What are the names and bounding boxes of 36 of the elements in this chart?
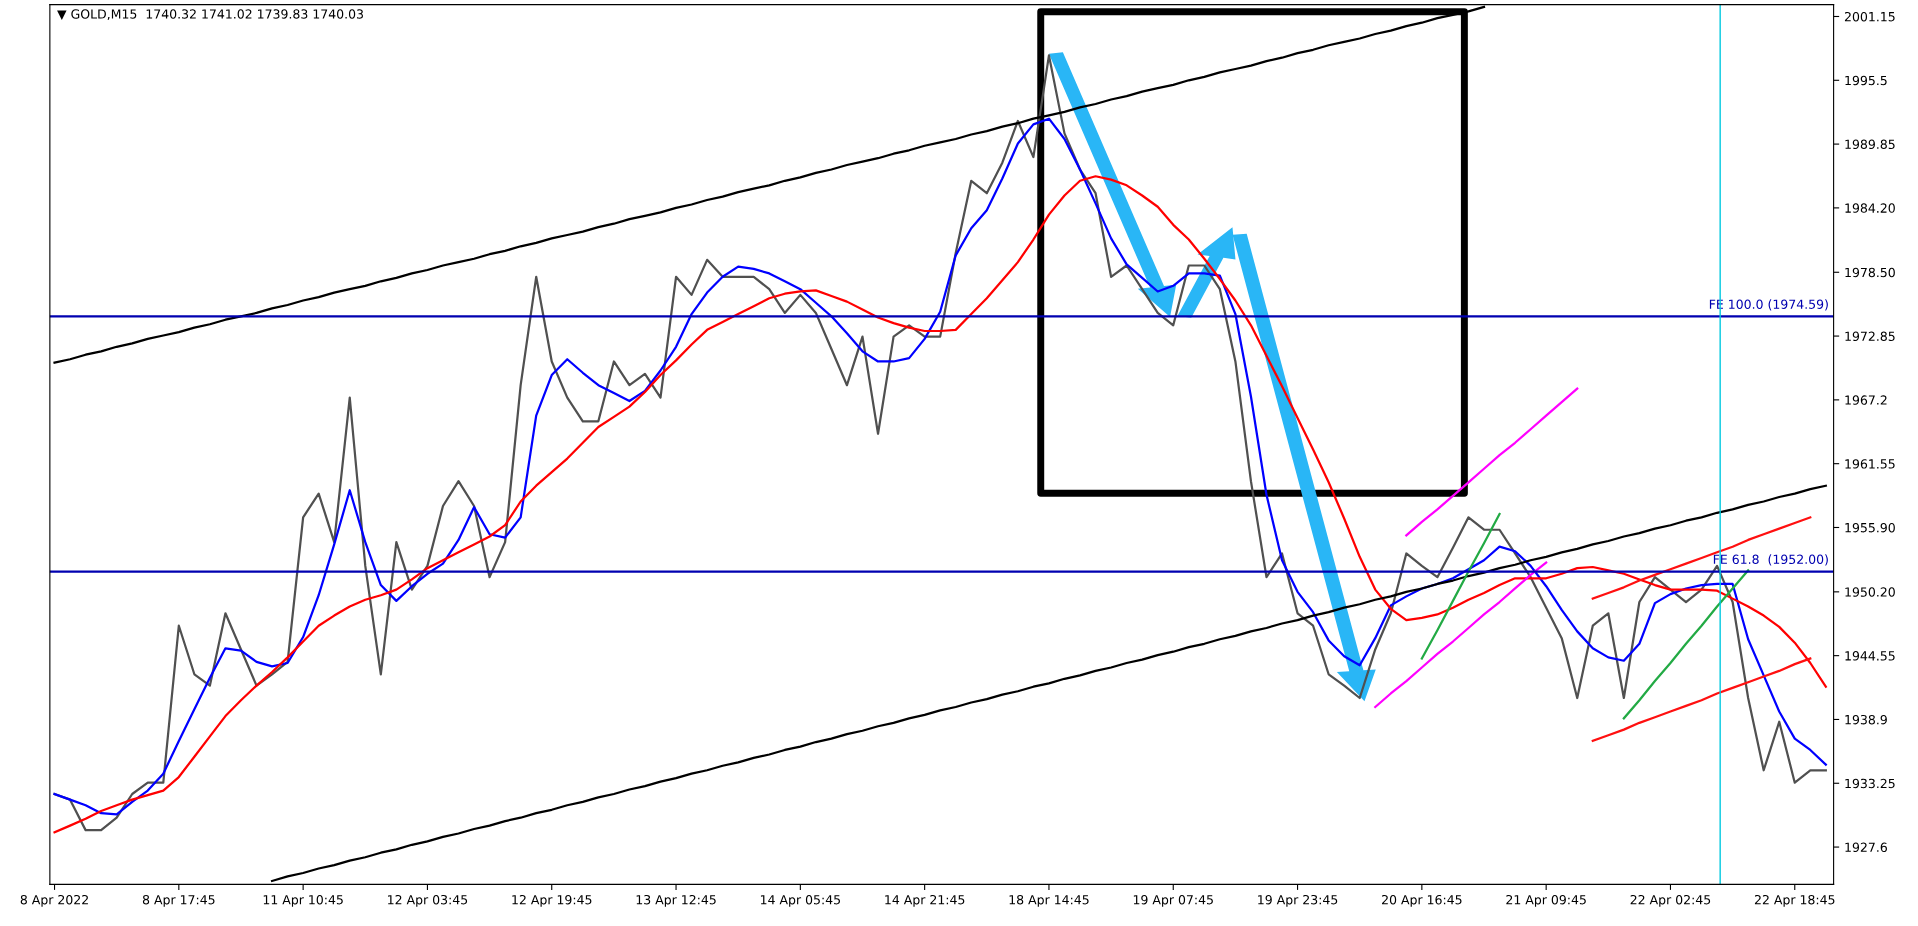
line-series: [1374, 561, 1548, 709]
y-tick-label: 1995.5: [1845, 75, 1887, 86]
x-tick-label: 14 Apr 05:45: [760, 894, 840, 907]
y-tick-label: 2001.15: [1844, 11, 1895, 22]
y-tick-label: 1927.6: [1845, 842, 1887, 852]
x-tick-label: 8 Apr 2022: [20, 894, 88, 907]
line-series: [1420, 512, 1501, 660]
x-tick-label: 8 Apr 17:45: [142, 894, 215, 907]
y-tick-label: 1984.20: [1845, 203, 1895, 213]
x-tick-label: 19 Apr 07:45: [1133, 894, 1213, 907]
x-tick-label: 19 Apr 23:45: [1258, 894, 1338, 907]
x-tick-label: 18 Apr 14:45: [1009, 894, 1089, 907]
y-tick-label: 1967.2: [1845, 395, 1887, 405]
line-series: [270, 484, 1827, 883]
line-series: [1591, 657, 1812, 743]
y-tick-label: 1950.20: [1845, 587, 1895, 597]
y-tick-label: 1938.9: [1845, 714, 1887, 725]
y-tick-label: 1933.25: [1845, 778, 1895, 789]
x-tick-label: 12 Apr 19:45: [512, 894, 592, 907]
y-tick-label: 1972.85: [1845, 331, 1895, 341]
y-tick-label: 1961.55: [1845, 459, 1895, 469]
x-tick-label: 22 Apr 18:45: [1754, 894, 1835, 907]
x-tick-label: 11 Apr 10:45: [263, 894, 343, 907]
x-tick-label: 20 Apr 16:45: [1382, 894, 1462, 907]
x-tick-label: 13 Apr 12:45: [636, 894, 716, 907]
x-tick-label: 12 Apr 03:45: [388, 894, 468, 907]
x-tick-label: 14 Apr 21:45: [885, 894, 965, 907]
y-tick-label: 1978.50: [1845, 267, 1895, 278]
line-series: [1622, 569, 1750, 720]
y-tick-label: 1955.90: [1845, 522, 1895, 533]
line-series: [1405, 387, 1579, 537]
y-tick-label: 1989.85: [1845, 139, 1895, 150]
chart-title: ▼ GOLD,M15 1740.32 1741.02 1739.83 1740.03: [57, 9, 363, 21]
x-tick-label: 22 Apr 02:45: [1630, 894, 1711, 907]
x-tick-label: 21 Apr 09:45: [1506, 894, 1586, 907]
y-tick-label: 1944.55: [1845, 651, 1895, 661]
